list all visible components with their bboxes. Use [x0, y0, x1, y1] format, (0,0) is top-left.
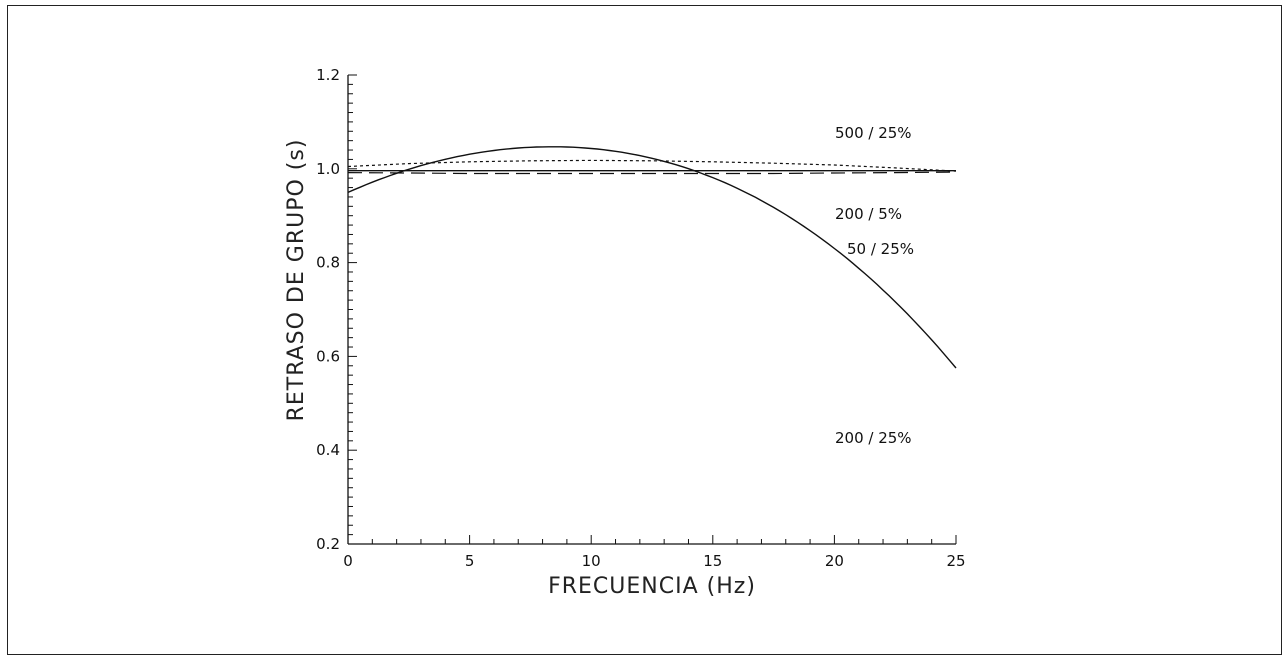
x-tick-label: 20 [825, 552, 844, 570]
series-group [347, 146, 957, 369]
axes [347, 75, 956, 545]
y-axis-title: RETRASO DE GRUPO (s) [284, 139, 309, 422]
series-line-2 [347, 171, 957, 175]
x-tick-label: 0 [343, 552, 353, 570]
y-tick-label: 0.6 [316, 347, 340, 365]
curve-label-50-25: 50 / 25% [847, 240, 914, 258]
ticks: 0 5 10 15 20 25 0.2 0.4 0.6 0.8 1.0 1.2 [316, 66, 965, 570]
figure-frame [7, 5, 1282, 655]
curve-label-200-5: 200 / 5% [835, 205, 902, 223]
x-tick-label: 15 [703, 552, 722, 570]
curve-label-500-25: 500 / 25% [835, 124, 912, 142]
series-line-0 [347, 159, 957, 172]
y-tick-label: 1.2 [316, 66, 340, 84]
x-tick-label: 10 [582, 552, 601, 570]
series-line-3 [347, 146, 957, 369]
y-tick-label: 0.4 [316, 441, 340, 459]
y-tick-label: 1.0 [316, 160, 340, 178]
y-tick-label: 0.8 [316, 254, 340, 272]
y-tick-label: 0.2 [316, 535, 340, 553]
x-tick-label: 5 [465, 552, 475, 570]
x-axis-title: FRECUENCIA (Hz) [548, 574, 756, 599]
x-tick-label: 25 [946, 552, 965, 570]
curve-label-200-25: 200 / 25% [835, 429, 912, 447]
